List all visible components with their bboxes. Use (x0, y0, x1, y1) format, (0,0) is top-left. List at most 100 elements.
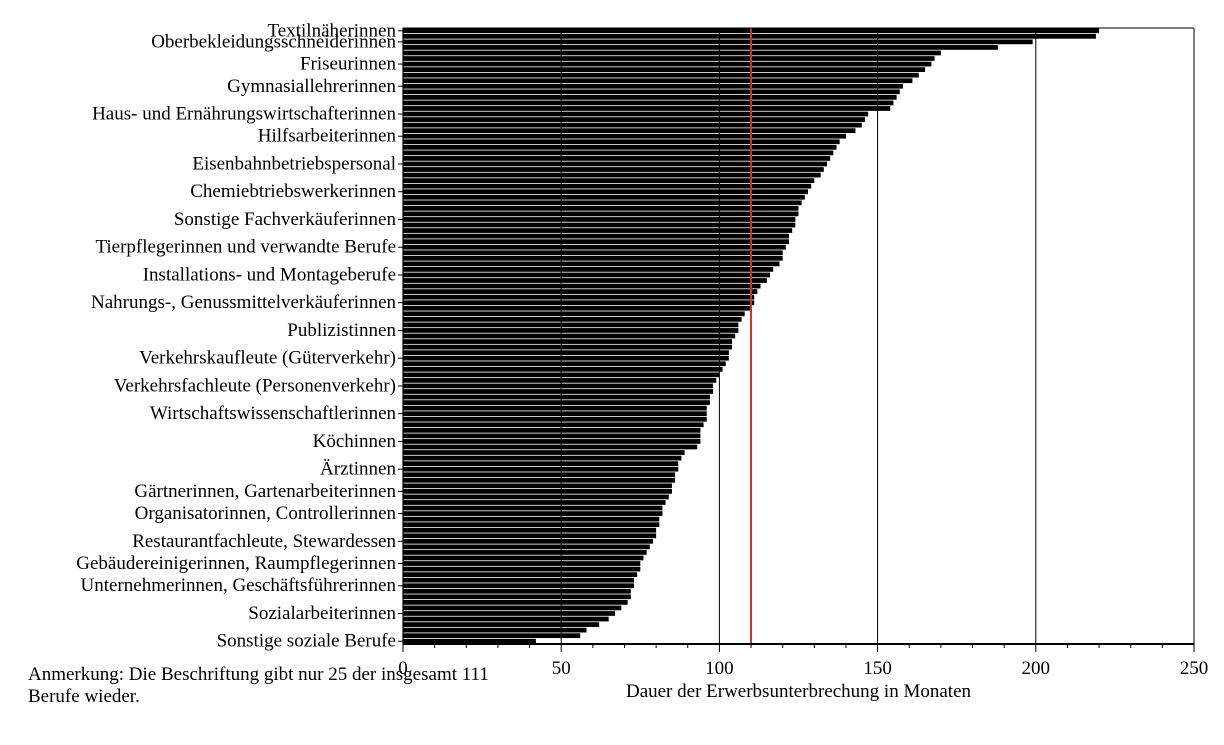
bar-26 (403, 172, 821, 178)
category-label: Wirtschaftswissenschaftlerinnen (150, 403, 397, 424)
bar-56 (403, 339, 733, 344)
bar-87 (403, 511, 663, 516)
x-axis-ticks-layer: 0 50 100 150 200 250 (398, 644, 1208, 679)
bar-35 (403, 222, 796, 228)
x-tick-label: 200 (1022, 658, 1051, 679)
bar-105 (403, 611, 615, 616)
category-label: Köchinnen (313, 431, 397, 452)
bar-4 (403, 50, 941, 56)
bar-5 (403, 56, 935, 61)
bar-14 (403, 106, 891, 111)
category-label: Haus- und Ernährungswirtschafterinnen (92, 104, 396, 125)
bar-104 (403, 605, 622, 611)
bar-10 (403, 83, 903, 89)
category-label: Installations- und Montageberufe (143, 264, 396, 285)
category-label: Verkehrskaufleute (Güterverkehr) (139, 348, 396, 369)
bar-96 (403, 561, 641, 566)
category-label: Organisatorinnen, Controllerinnen (135, 503, 397, 524)
bar-53 (403, 322, 739, 328)
bar-38 (403, 239, 790, 245)
bar-29 (403, 189, 808, 195)
bar-90 (403, 527, 657, 533)
bar-70 (403, 416, 707, 422)
bar-34 (403, 217, 796, 222)
category-label: Hilfsarbeiterinnen (258, 126, 397, 147)
bar-76 (403, 450, 685, 455)
bar-7 (403, 67, 926, 72)
bar-68 (403, 405, 707, 411)
bar-27 (403, 178, 815, 183)
category-label: Friseurinnen (300, 54, 397, 75)
bar-33 (403, 211, 799, 217)
x-tick-label: 0 (398, 658, 408, 679)
bar-51 (403, 311, 745, 317)
x-tick-label: 50 (552, 658, 571, 679)
category-labels-layer: TextilnäherinnenOberbekleidungsschneider… (76, 20, 403, 652)
category-label: Verkehrsfachleute (Personenverkehr) (114, 375, 396, 396)
bar-48 (403, 294, 755, 300)
bar-79 (403, 466, 679, 472)
bar-17 (403, 122, 862, 128)
bar-74 (403, 439, 701, 444)
bar-45 (403, 278, 767, 283)
bar-11 (403, 89, 900, 95)
bar-106 (403, 616, 609, 622)
category-label: Eisenbahnbetriebspersonal (192, 153, 396, 174)
bar-25 (403, 167, 824, 172)
bars-layer (403, 28, 1100, 644)
bar-86 (403, 505, 663, 511)
bar-99 (403, 577, 634, 583)
bar-42 (403, 261, 780, 267)
bar-59 (403, 355, 729, 361)
category-label: Chemiebtriebswerkerinnen (190, 181, 396, 202)
bar-8 (403, 72, 919, 78)
bar-82 (403, 483, 672, 489)
bar-43 (403, 267, 774, 272)
bar-109 (403, 633, 581, 639)
bar-89 (403, 522, 660, 528)
bar-92 (403, 538, 653, 544)
bar-101 (403, 588, 631, 594)
bar-13 (403, 100, 894, 106)
bar-19 (403, 133, 846, 139)
bar-15 (403, 111, 869, 117)
bar-39 (403, 244, 786, 250)
bar-65 (403, 389, 714, 394)
category-label: Sozialarbeiterinnen (248, 603, 396, 624)
category-label: Gebäudereinigerinnen, Raumpflegerinnen (76, 553, 396, 574)
category-label: Nahrungs-, Genussmittelverkäuferinnen (91, 292, 396, 313)
category-label: Gymnasiallehrerinnen (227, 76, 396, 97)
bar-72 (403, 427, 701, 433)
bar-94 (403, 550, 647, 555)
x-tick-label: 100 (705, 658, 734, 679)
bar-75 (403, 444, 698, 450)
category-label: Oberbekleidungsschneiderinnen (151, 31, 396, 52)
x-tick-label: 250 (1180, 658, 1209, 679)
bar-41 (403, 255, 783, 261)
bar-32 (403, 205, 799, 211)
bar-49 (403, 300, 755, 306)
bar-30 (403, 194, 805, 200)
bar-28 (403, 183, 812, 189)
bar-71 (403, 422, 704, 428)
bar-3 (403, 45, 998, 50)
bar-40 (403, 250, 783, 256)
bar-47 (403, 289, 758, 294)
bar-78 (403, 461, 679, 467)
category-label: Ärztinnen (320, 459, 396, 480)
bar-67 (403, 400, 710, 405)
bar-24 (403, 161, 827, 167)
bar-98 (403, 572, 638, 578)
bar-36 (403, 228, 793, 233)
bar-88 (403, 516, 660, 522)
bar-107 (403, 622, 600, 627)
bar-9 (403, 78, 913, 84)
bar-60 (403, 361, 726, 367)
bar-110 (403, 638, 536, 644)
bar-46 (403, 283, 761, 289)
bar-12 (403, 94, 897, 100)
bar-58 (403, 350, 729, 356)
bar-21 (403, 144, 837, 150)
bar-61 (403, 366, 723, 372)
